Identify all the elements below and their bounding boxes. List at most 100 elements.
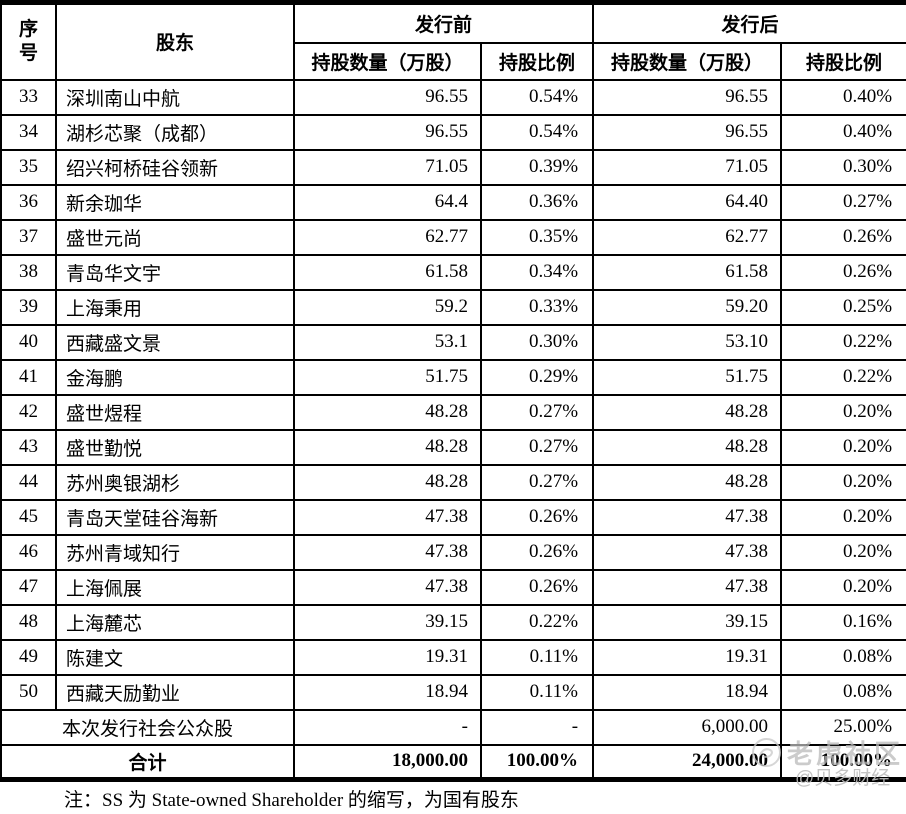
row-pre-ratio: 0.27%: [479, 428, 595, 466]
row-pre-ratio: 0.34%: [479, 253, 595, 291]
total-row: 合计 18,000.00 100.00% 24,000.00 100.00%: [0, 743, 906, 781]
public-offering-label: 本次发行社会公众股: [0, 708, 295, 746]
table-row: 37 盛世元尚 62.77 0.35% 62.77 0.26%: [0, 218, 906, 256]
row-post-quantity: 59.20: [592, 288, 783, 326]
header-serial: 序号: [0, 1, 57, 81]
public-post-ratio: 25.00%: [780, 708, 906, 746]
table-row: 43 盛世勤悦 48.28 0.27% 48.28 0.20%: [0, 428, 906, 466]
table-row: 48 上海麓芯 39.15 0.22% 39.15 0.16%: [0, 603, 906, 641]
row-serial: 44: [0, 463, 57, 501]
row-pre-quantity: 48.28: [293, 428, 482, 466]
row-shareholder: 深圳南山中航: [55, 78, 295, 116]
table-row: 49 陈建文 19.31 0.11% 19.31 0.08%: [0, 638, 906, 676]
row-pre-ratio: 0.27%: [479, 393, 595, 431]
row-post-quantity: 48.28: [592, 463, 783, 501]
row-serial: 37: [0, 218, 57, 256]
table-row: 44 苏州奥银湖杉 48.28 0.27% 48.28 0.20%: [0, 463, 906, 501]
row-pre-quantity: 18.94: [293, 673, 482, 711]
header-group-pre-issuance: 发行前: [292, 1, 595, 44]
row-serial: 39: [0, 288, 57, 326]
row-serial: 41: [0, 358, 57, 396]
public-pre-quantity: -: [293, 708, 482, 746]
row-post-quantity: 61.58: [592, 253, 783, 291]
table-row: 38 青岛华文宇 61.58 0.34% 61.58 0.26%: [0, 253, 906, 291]
row-pre-ratio: 0.39%: [479, 148, 595, 186]
row-post-ratio: 0.08%: [780, 673, 906, 711]
public-pre-ratio: -: [479, 708, 595, 746]
row-pre-quantity: 48.28: [293, 393, 482, 431]
shareholder-table: 序号 股东 发行前 发行后 持股数量（万股） 持股比例 持股数量（万股） 持股比…: [0, 0, 906, 782]
row-shareholder: 上海佩展: [55, 568, 295, 606]
table-row: 33 深圳南山中航 96.55 0.54% 96.55 0.40%: [0, 78, 906, 116]
row-shareholder: 苏州青域知行: [55, 533, 295, 571]
row-pre-quantity: 71.05: [293, 148, 482, 186]
row-pre-ratio: 0.30%: [479, 323, 595, 361]
row-pre-ratio: 0.26%: [479, 498, 595, 536]
total-pre-quantity: 18,000.00: [293, 743, 482, 781]
table-row: 45 青岛天堂硅谷海新 47.38 0.26% 47.38 0.20%: [0, 498, 906, 536]
row-shareholder: 新余珈华: [55, 183, 295, 221]
public-post-quantity: 6,000.00: [592, 708, 783, 746]
row-pre-ratio: 0.11%: [479, 673, 595, 711]
header-pre-quantity: 持股数量（万股）: [293, 41, 482, 81]
row-post-ratio: 0.20%: [780, 463, 906, 501]
row-post-ratio: 0.22%: [780, 358, 906, 396]
row-post-quantity: 47.38: [592, 568, 783, 606]
row-post-ratio: 0.26%: [780, 253, 906, 291]
row-post-quantity: 48.28: [592, 393, 783, 431]
row-post-quantity: 48.28: [592, 428, 783, 466]
header-serial-label: 序号: [18, 19, 38, 64]
row-post-ratio: 0.20%: [780, 498, 906, 536]
row-serial: 48: [0, 603, 57, 641]
row-shareholder: 湖杉芯聚（成都）: [55, 113, 295, 151]
header-post-quantity: 持股数量（万股）: [592, 41, 783, 81]
row-shareholder: 西藏天励勤业: [55, 673, 295, 711]
row-pre-ratio: 0.36%: [479, 183, 595, 221]
total-pre-ratio: 100.00%: [479, 743, 595, 781]
row-pre-quantity: 59.2: [293, 288, 482, 326]
summary-rows: 本次发行社会公众股 - - 6,000.00 25.00% 合计 18,000.…: [0, 708, 906, 781]
row-pre-ratio: 0.27%: [479, 463, 595, 501]
row-post-quantity: 96.55: [592, 78, 783, 116]
footnote: 注：SS 为 State-owned Shareholder 的缩写，为国有股东: [64, 790, 519, 811]
row-pre-quantity: 47.38: [293, 533, 482, 571]
row-post-quantity: 47.38: [592, 533, 783, 571]
row-serial: 49: [0, 638, 57, 676]
row-serial: 36: [0, 183, 57, 221]
row-post-quantity: 18.94: [592, 673, 783, 711]
row-post-ratio: 0.27%: [780, 183, 906, 221]
total-post-quantity: 24,000.00: [592, 743, 783, 781]
row-pre-ratio: 0.11%: [479, 638, 595, 676]
row-post-quantity: 64.40: [592, 183, 783, 221]
row-serial: 43: [0, 428, 57, 466]
row-post-quantity: 71.05: [592, 148, 783, 186]
row-serial: 50: [0, 673, 57, 711]
row-pre-quantity: 47.38: [293, 568, 482, 606]
row-pre-ratio: 0.26%: [479, 533, 595, 571]
row-post-ratio: 0.16%: [780, 603, 906, 641]
row-shareholder: 上海秉用: [55, 288, 295, 326]
row-pre-quantity: 48.28: [293, 463, 482, 501]
table-row: 36 新余珈华 64.4 0.36% 64.40 0.27%: [0, 183, 906, 221]
header-post-ratio: 持股比例: [780, 41, 906, 81]
row-post-quantity: 39.15: [592, 603, 783, 641]
row-post-ratio: 0.20%: [780, 393, 906, 431]
row-post-ratio: 0.20%: [780, 428, 906, 466]
row-serial: 38: [0, 253, 57, 291]
row-serial: 34: [0, 113, 57, 151]
row-pre-ratio: 0.54%: [479, 78, 595, 116]
table-row: 40 西藏盛文景 53.1 0.30% 53.10 0.22%: [0, 323, 906, 361]
row-pre-quantity: 62.77: [293, 218, 482, 256]
row-post-ratio: 0.26%: [780, 218, 906, 256]
table-row: 41 金海鹏 51.75 0.29% 51.75 0.22%: [0, 358, 906, 396]
row-serial: 42: [0, 393, 57, 431]
row-shareholder: 青岛华文宇: [55, 253, 295, 291]
row-shareholder: 绍兴柯桥硅谷领新: [55, 148, 295, 186]
shareholder-rows: 33 深圳南山中航 96.55 0.54% 96.55 0.40% 34 湖杉芯…: [0, 78, 906, 711]
row-pre-ratio: 0.54%: [479, 113, 595, 151]
row-pre-quantity: 53.1: [293, 323, 482, 361]
row-shareholder: 西藏盛文景: [55, 323, 295, 361]
public-offering-row: 本次发行社会公众股 - - 6,000.00 25.00%: [0, 708, 906, 746]
header-pre-ratio: 持股比例: [479, 41, 595, 81]
row-serial: 35: [0, 148, 57, 186]
